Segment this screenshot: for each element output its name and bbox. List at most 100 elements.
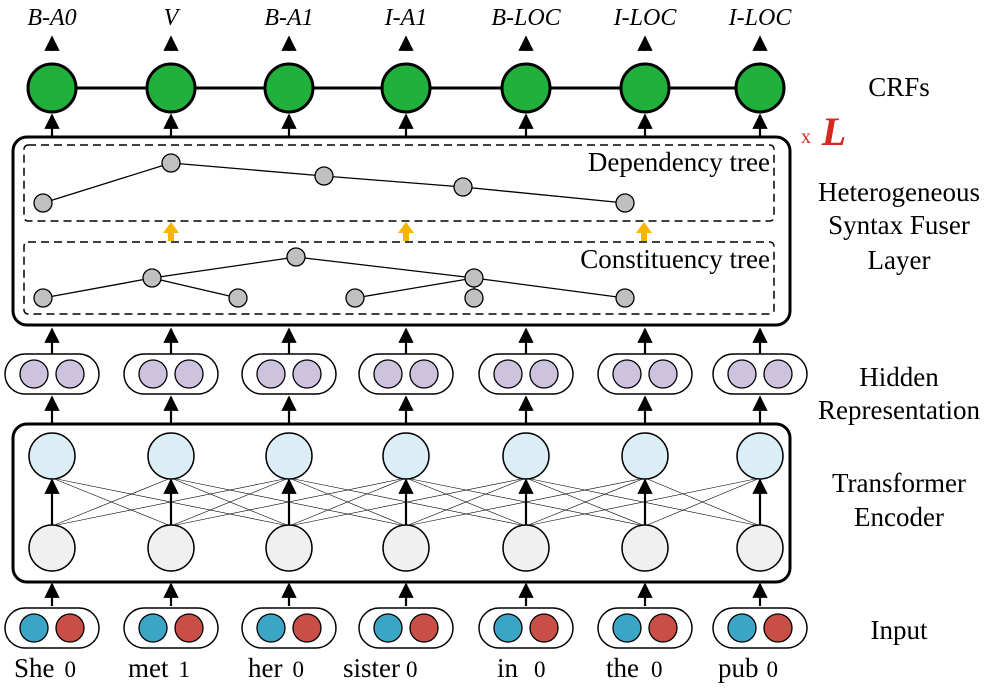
attention-line [288,477,527,527]
encoder-output-node [265,432,313,480]
hidden-vector [123,353,219,395]
tree-node [142,268,162,288]
crf-node [380,62,432,114]
hidden-unit [648,359,678,389]
hidden-unit [292,359,322,389]
input-word: in 0 [497,653,546,683]
tree-node [33,193,53,213]
input-words: She 0 met 1 her 0 sister 0 in 0 the 0 pub 0 [14,653,778,683]
input-word: her 0 [248,653,304,683]
hidden-representation [4,353,808,395]
tree-node [314,166,334,186]
tree-node [615,288,635,308]
encoder-output-node [147,432,195,480]
tree-node [33,288,53,308]
predicate-indicator-unit [763,613,793,643]
tree-node [464,288,484,308]
hidden-unit [19,359,49,389]
tree-node [286,247,306,267]
input-vector [597,607,693,649]
dependency-tree [33,153,635,213]
tag-label: B-A1 [264,5,313,31]
crfs-label: CRFs [868,72,930,102]
input-word: pub 0 [718,653,778,683]
input-vector [241,607,337,649]
tag-label: I-LOC [728,5,793,31]
predicate-indicator-unit [292,613,322,643]
encoder-output-node [621,432,669,480]
attention-line [51,477,290,527]
tag-label: V [164,5,181,31]
fusion-arrow-icon [163,222,179,241]
crf-node [619,62,671,114]
word-embedding-unit [138,613,168,643]
encoder-label-line2: Encoder [854,502,944,532]
input-vector [712,607,808,649]
attention-line [405,477,527,527]
constituency-tree-label: Constituency tree [580,244,770,274]
input-word: met 1 [128,653,190,683]
transformer-encoder-box [11,422,792,584]
fuser-label-line2: Syntax Fuser [828,210,970,240]
attention-line [405,477,646,527]
hidden-unit [373,359,403,389]
encoder-input-node [265,524,313,572]
layer-repeat-mark: x L [801,109,846,154]
predicate-indicator-unit [55,613,85,643]
hidden-unit [529,359,559,389]
word-embedding-unit [373,613,403,643]
encoder-output-node [736,432,784,480]
input-vector [358,607,454,649]
encoder-input-node [621,524,669,572]
hidden-vector [4,353,100,395]
dependency-tree-box [23,144,775,222]
hidden-vector [478,353,574,395]
tree-node [228,288,248,308]
encoder-attention-lines [51,477,761,527]
tree-node [615,193,635,213]
input-vector [4,607,100,649]
hidden-label-line1: Hidden [859,362,939,392]
tag-label: B-LOC [491,5,561,31]
attention-line [525,477,761,527]
encoder-output-node [382,432,430,480]
attention-line [51,477,172,527]
hidden-unit [612,359,642,389]
hidden-vector [358,353,454,395]
encoder-input-node [28,524,76,572]
encoder-input-node [382,524,430,572]
fuser-label-line3: Layer [868,245,931,275]
fuser-box [11,135,792,327]
constituency-tree [33,247,635,308]
repeat-x: x [801,126,811,148]
crf-node [734,62,786,114]
side-labels: CRFs Heterogeneous Syntax Fuser Layer Hi… [818,72,980,645]
word-embedding-unit [256,613,286,643]
syntax-fuser-layer: Dependency tree Constituency tree [11,135,792,327]
hidden-unit [727,359,757,389]
tag-label: I-A1 [384,5,428,31]
encoder-nodes [28,432,784,572]
predicate-indicator-unit [174,613,204,643]
output-tags: B-A0 V B-A1 I-A1 B-LOC I-LOC I-LOC [27,5,792,31]
input-word: the 0 [606,653,663,683]
attention-line [288,477,407,527]
tree-node [345,288,365,308]
tag-label: B-A0 [27,5,76,31]
crf-layer [26,62,786,114]
attention-line [170,477,407,527]
attention-line [644,477,761,527]
tree-node [453,177,473,197]
encoder-input-node [147,524,195,572]
word-embedding-unit [727,613,757,643]
hidden-unit [763,359,793,389]
input-word: sister 0 [343,653,418,683]
constituency-tree-box [23,241,775,315]
encoder-input-node [502,524,550,572]
fusion-arrow-icon [636,222,652,241]
predicate-indicator-unit [409,613,439,643]
input-word: She 0 [14,653,76,683]
hidden-unit [138,359,168,389]
encoder-output-node [28,432,76,480]
fusion-arrow-icon [398,222,414,241]
